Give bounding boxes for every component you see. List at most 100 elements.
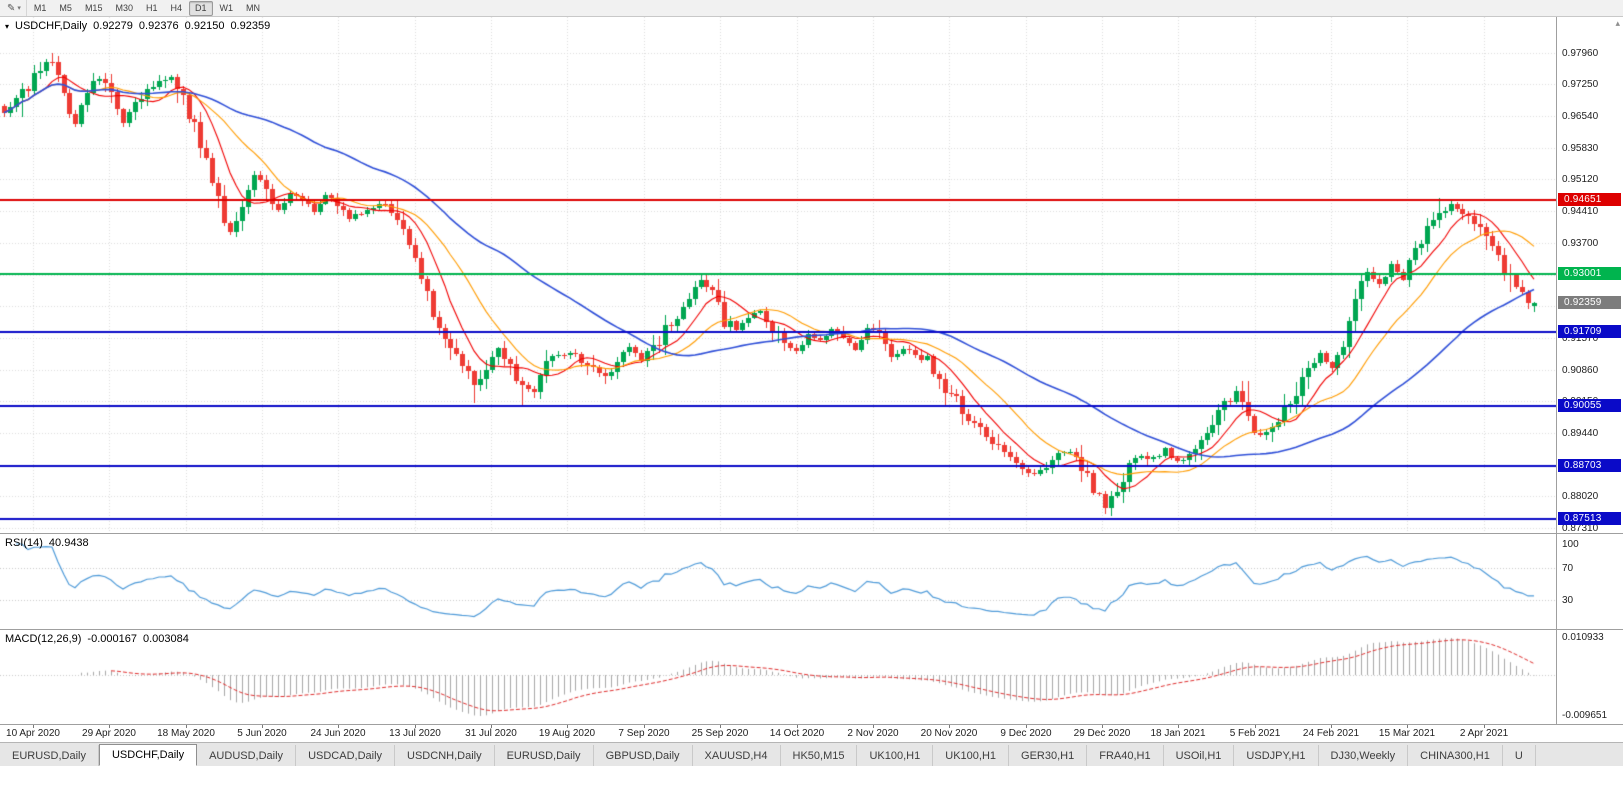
period-button-h4[interactable]: H4: [170, 2, 182, 13]
price-chart-canvas[interactable]: [0, 17, 1556, 533]
time-axis-label: 2 Nov 2020: [847, 728, 899, 739]
chart-tab-xauusd-h4[interactable]: XAUUSD,H4: [693, 745, 781, 766]
time-axis-label: 24 Jun 2020: [310, 728, 366, 739]
chart-tab-eurusd-daily[interactable]: EURUSD,Daily: [0, 745, 99, 766]
time-axis-label: 2 Apr 2021: [1459, 728, 1509, 739]
period-button-d1[interactable]: D1: [189, 0, 213, 16]
macd-scale-min-label: -0.009651: [1562, 710, 1608, 721]
chart-tab-hk50-m15[interactable]: HK50,M15: [781, 745, 858, 766]
macd-scale[interactable]: 0.010933 -0.009651: [1556, 630, 1623, 724]
chart-area: ▾ USDCHF,Daily 0.92279 0.92376 0.92150 0…: [0, 17, 1623, 742]
chart-tab-uk100-h1[interactable]: UK100,H1: [933, 745, 1010, 766]
time-axis-label: 29 Dec 2020: [1073, 728, 1131, 739]
chart-tab-uk100-h1[interactable]: UK100,H1: [857, 745, 934, 766]
time-axis-label: 13 Jul 2020: [389, 728, 441, 739]
chart-tab-dj30-weekly[interactable]: DJ30,Weekly: [1319, 745, 1409, 766]
period-button-m1[interactable]: M1: [33, 2, 47, 13]
period-button-m5[interactable]: M5: [59, 2, 72, 13]
time-tick: [1331, 725, 1332, 728]
chart-tab-usdjpy-h1[interactable]: USDJPY,H1: [1234, 745, 1319, 766]
pencil-icon: ✎: [7, 2, 16, 14]
price-scale-label: 0.91570: [1562, 333, 1599, 344]
rsi-scale-label: 100: [1562, 539, 1579, 550]
time-axis-label: 24 Feb 2021: [1302, 728, 1360, 739]
time-axis-label: 19 Aug 2020: [538, 728, 596, 739]
price-level-badge: 0.93001: [1558, 267, 1621, 280]
chart-tab-gbpusd-daily[interactable]: GBPUSD,Daily: [594, 745, 693, 766]
chart-tab-usdchf-daily[interactable]: USDCHF,Daily: [98, 744, 198, 766]
bottom-strip: [0, 766, 1623, 794]
period-button-w1[interactable]: W1: [219, 2, 234, 13]
rsi-scale-label: 70: [1562, 563, 1574, 574]
time-tick: [567, 725, 568, 728]
time-axis-label: 25 Sep 2020: [691, 728, 749, 739]
time-axis-label: 15 Mar 2021: [1378, 728, 1436, 739]
macd-panel: MACD(12,26,9) -0.000167 0.003084 0.01093…: [0, 630, 1623, 725]
symbol-dropdown-icon[interactable]: ▾: [5, 22, 10, 31]
time-tick: [1178, 725, 1179, 728]
time-tick: [262, 725, 263, 728]
time-tick: [949, 725, 950, 728]
time-axis-label: 18 Jan 2021: [1150, 728, 1206, 739]
time-axis[interactable]: 10 Apr 2020 29 Apr 2020 18 May 2020 5 Jun 2…: [0, 725, 1623, 742]
time-tick: [644, 725, 645, 728]
price-scale-label: 0.97960: [1562, 48, 1599, 59]
macd-scale-max-label: 0.010933: [1562, 632, 1604, 643]
time-tick: [1407, 725, 1408, 728]
time-tick: [338, 725, 339, 728]
rsi-chart-canvas[interactable]: [0, 534, 1556, 629]
chevron-down-icon: ▾: [17, 5, 21, 12]
chart-tab-ger30-h1[interactable]: GER30,H1: [1009, 745, 1088, 766]
chart-tab-china300-h1[interactable]: CHINA300,H1: [1408, 745, 1503, 766]
time-axis-label: 9 Dec 2020: [1000, 728, 1052, 739]
time-axis-label: 14 Oct 2020: [769, 728, 825, 739]
rsi-scale[interactable]: 100 70 30: [1556, 534, 1623, 629]
time-tick: [720, 725, 721, 728]
price-scale-label: 0.95830: [1562, 143, 1599, 154]
time-tick: [33, 725, 34, 728]
chart-tab-usoil-h1[interactable]: USOil,H1: [1164, 745, 1235, 766]
time-tick: [797, 725, 798, 728]
draw-tool-button[interactable]: ✎ ▾: [2, 0, 27, 16]
period-button-mn[interactable]: MN: [246, 2, 261, 13]
time-axis-label: 5 Jun 2020: [237, 728, 287, 739]
time-tick: [1026, 725, 1027, 728]
time-tick: [186, 725, 187, 728]
chart-tab-audusd-daily[interactable]: AUDUSD,Daily: [197, 745, 297, 766]
time-tick: [873, 725, 874, 728]
time-tick: [109, 725, 110, 728]
current-price-badge: 0.92359: [1558, 296, 1621, 309]
chart-tab-u[interactable]: U: [1503, 745, 1536, 766]
price-scale[interactable]: ▴ 0.97960 0.97250 0.96540 0.95830 0.95120 0.9…: [1556, 17, 1623, 534]
price-scale-label: 0.95120: [1562, 174, 1599, 185]
period-button-m30[interactable]: M30: [115, 2, 133, 13]
chart-tab-usdcad-daily[interactable]: USDCAD,Daily: [296, 745, 396, 766]
time-tick: [1484, 725, 1485, 728]
chart-tab-eurusd-daily[interactable]: EURUSD,Daily: [495, 745, 594, 766]
scale-scroll-up-icon[interactable]: ▴: [1615, 18, 1620, 28]
price-level-badge: 0.90055: [1558, 399, 1621, 412]
time-tick: [415, 725, 416, 728]
timeframe-toolbar: ✎ ▾ M1 M5 M15 M30 H1 H4 D1 W1 MN: [0, 0, 1623, 17]
period-button-h1[interactable]: H1: [145, 2, 158, 13]
time-axis-label: 20 Nov 2020: [920, 728, 978, 739]
macd-chart-canvas[interactable]: [0, 630, 1556, 724]
price-level-badge: 0.87513: [1558, 512, 1621, 525]
price-scale-label: 0.87310: [1562, 523, 1599, 534]
time-tick: [1102, 725, 1103, 728]
period-button-m15[interactable]: M15: [84, 2, 103, 13]
time-axis-label: 29 Apr 2020: [82, 728, 136, 739]
chart-tab-usdcnh-daily[interactable]: USDCNH,Daily: [395, 745, 495, 766]
time-axis-label: 10 Apr 2020: [6, 728, 60, 739]
period-buttons: M1 M5 M15 M30 H1 H4 D1 W1 MN: [28, 0, 266, 16]
time-tick: [1255, 725, 1256, 728]
price-scale-label: 0.97250: [1562, 79, 1599, 90]
price-level-badge: 0.94651: [1558, 193, 1621, 206]
time-axis-label: 18 May 2020: [157, 728, 215, 739]
rsi-panel: RSI(14) 40.9438 100 70 30: [0, 534, 1623, 630]
chart-tab-fra40-h1[interactable]: FRA40,H1: [1087, 745, 1164, 766]
rsi-scale-label: 30: [1562, 595, 1574, 606]
price-level-badge: 0.88703: [1558, 459, 1621, 472]
chart-tabs-bar: EURUSD,Daily USDCHF,Daily AUDUSD,Daily USDC…: [0, 742, 1623, 766]
